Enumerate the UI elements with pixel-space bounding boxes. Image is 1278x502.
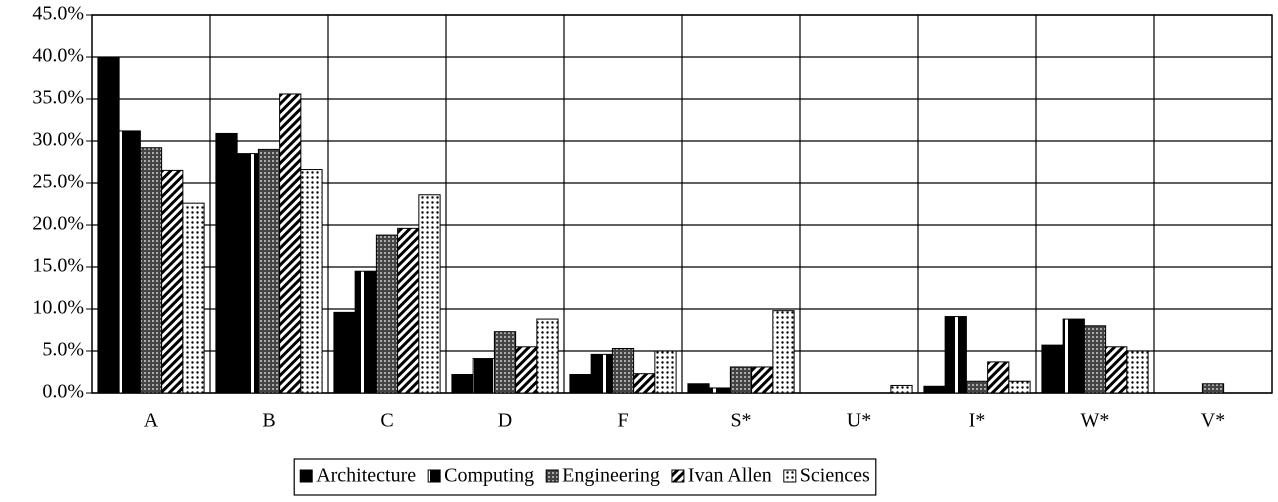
- legend-label: Ivan Allen: [688, 465, 772, 487]
- legend-swatch: [299, 469, 313, 483]
- y-tick-label: 35.0%: [32, 87, 84, 109]
- bar: [654, 350, 677, 394]
- bar: [687, 383, 710, 394]
- legend-label: Computing: [444, 465, 534, 487]
- bar: [729, 366, 753, 394]
- bar: [97, 56, 120, 394]
- y-tick-label: 30.0%: [32, 129, 84, 151]
- bar: [751, 366, 774, 394]
- bar: [1201, 383, 1225, 394]
- bar: [987, 361, 1010, 394]
- y-tick-label: 20.0%: [32, 213, 84, 235]
- bar: [708, 387, 731, 394]
- bar: [1008, 380, 1031, 394]
- y-tick-label: 15.0%: [32, 255, 84, 277]
- x-tick-label: D: [498, 410, 512, 432]
- bar: [569, 374, 592, 394]
- x-tick-label: F: [617, 410, 628, 432]
- y-tick-label: 5.0%: [42, 339, 84, 361]
- bar: [1062, 318, 1085, 394]
- bar: [923, 385, 946, 394]
- legend-swatch: [545, 469, 559, 483]
- bar: [418, 194, 441, 394]
- y-tick-label: 25.0%: [32, 171, 84, 193]
- bar: [493, 331, 517, 394]
- y-tick-label: 10.0%: [32, 297, 84, 319]
- y-tick-label: 45.0%: [32, 3, 84, 25]
- bar: [118, 130, 141, 394]
- x-tick-label: A: [144, 410, 159, 432]
- bar: [1041, 344, 1064, 394]
- bar: [590, 353, 613, 394]
- x-tick-label: W*: [1081, 410, 1110, 432]
- bar: [375, 234, 399, 394]
- legend-swatch: [671, 469, 685, 483]
- legend-label: Architecture: [316, 465, 416, 487]
- y-tick-label: 0.0%: [42, 381, 84, 403]
- bar: [257, 148, 281, 394]
- bar: [451, 374, 474, 394]
- x-tick-label: C: [380, 410, 393, 432]
- x-tick-label: I*: [969, 410, 986, 432]
- bar: [333, 311, 356, 394]
- x-tick-label: S*: [730, 410, 751, 432]
- legend-label: Engineering: [562, 465, 660, 487]
- bar: [397, 227, 420, 394]
- bar: [944, 316, 967, 394]
- bar: [182, 202, 205, 394]
- bar: [890, 384, 913, 394]
- bar: [536, 318, 559, 394]
- legend-label: Sciences: [800, 465, 870, 487]
- bar: [236, 153, 259, 394]
- bar: [139, 147, 163, 394]
- legend: [293, 458, 877, 496]
- legend-swatch: [427, 469, 441, 483]
- x-tick-label: V*: [1201, 410, 1225, 432]
- bar: [1083, 325, 1107, 394]
- legend-swatch: [783, 469, 797, 483]
- y-tick-label: 40.0%: [32, 45, 84, 67]
- bar: [1105, 346, 1128, 394]
- bar: [215, 132, 238, 394]
- bar: [515, 346, 538, 394]
- bar: [633, 373, 656, 394]
- x-tick-label: U*: [847, 410, 871, 432]
- bar: [472, 358, 495, 394]
- bar: [354, 270, 377, 394]
- bar: [161, 169, 184, 394]
- bar: [300, 169, 323, 394]
- x-tick-label: B: [262, 410, 275, 432]
- bar: [611, 347, 635, 394]
- bar: [1126, 350, 1149, 394]
- bar: [279, 93, 302, 394]
- bar: [965, 380, 989, 394]
- bar: [772, 310, 795, 394]
